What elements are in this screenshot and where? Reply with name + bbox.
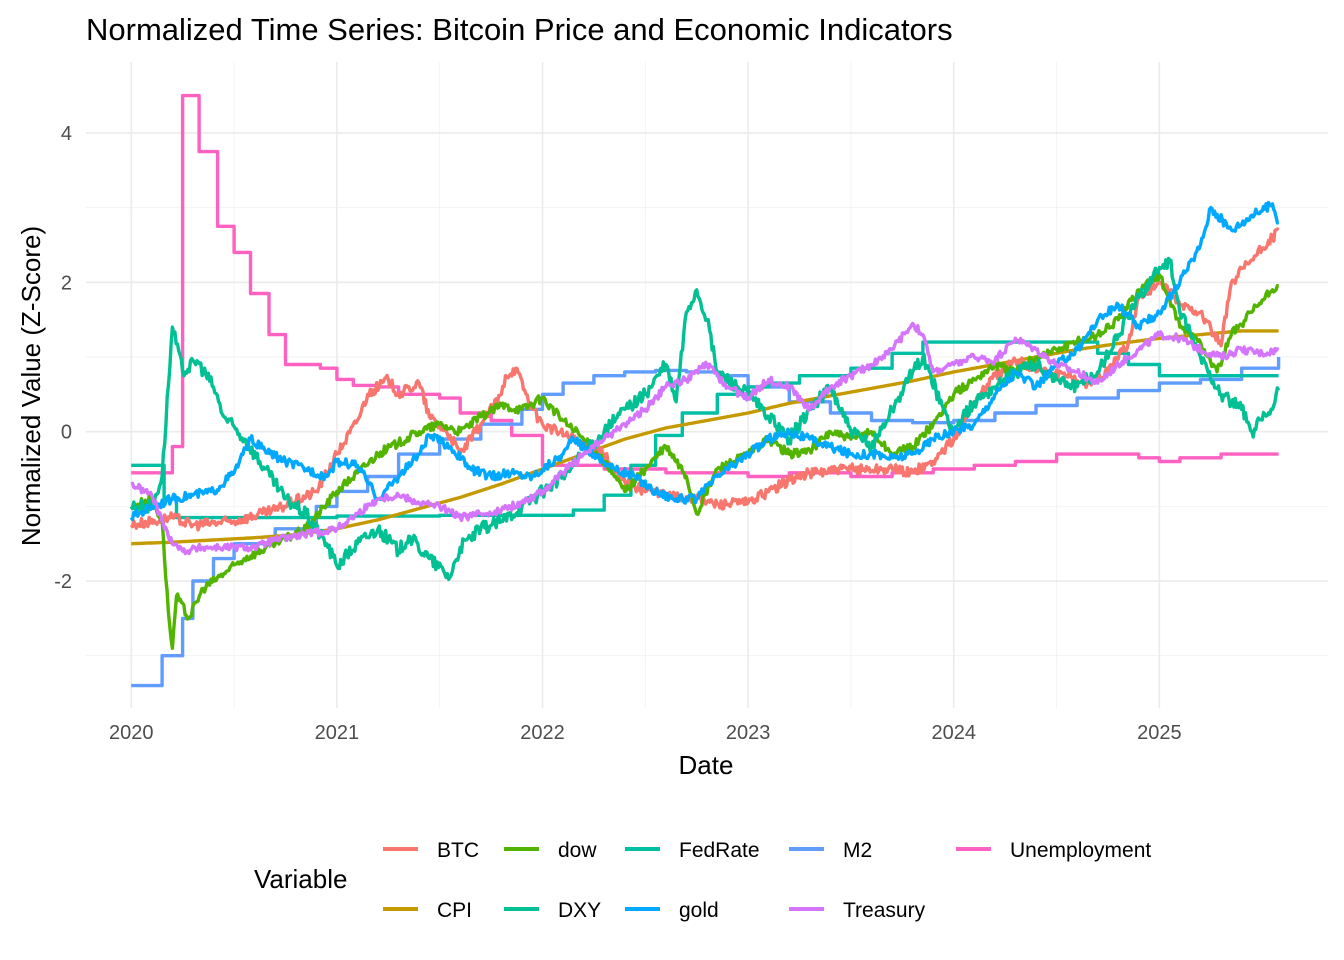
x-axis-title: Date bbox=[679, 750, 734, 780]
legend-label-dow: dow bbox=[558, 839, 597, 862]
legend: Variable BTC CPI dow DXY FedRate gold M2 Treasu… bbox=[254, 839, 1151, 922]
x-tick-label: 2023 bbox=[726, 722, 771, 744]
x-tick-label: 2024 bbox=[932, 722, 977, 744]
y-tick-label: 4 bbox=[61, 123, 72, 145]
x-tick-label: 2021 bbox=[315, 722, 360, 744]
legend-label-gold: gold bbox=[679, 899, 719, 922]
x-tick-label: 2022 bbox=[520, 722, 565, 744]
chart-title: Normalized Time Series: Bitcoin Price an… bbox=[86, 12, 953, 47]
y-tick-label: -2 bbox=[54, 571, 72, 593]
x-tick-label: 2025 bbox=[1137, 722, 1182, 744]
series-line-unemployment bbox=[131, 93, 1279, 479]
legend-label-treasury: Treasury bbox=[843, 899, 926, 922]
legend-label-fedrate: FedRate bbox=[679, 839, 760, 862]
series-line-gold bbox=[129, 200, 1280, 522]
series-lines bbox=[129, 93, 1281, 688]
x-tick-labels: 2020 2021 2022 2023 2024 2025 bbox=[109, 722, 1182, 744]
y-tick-label: 0 bbox=[61, 422, 72, 444]
legend-label-btc: BTC bbox=[437, 839, 479, 862]
x-tick-label: 2020 bbox=[109, 722, 154, 744]
series-line-dow bbox=[130, 273, 1280, 650]
y-tick-label: 2 bbox=[61, 272, 72, 294]
y-tick-labels: -2 0 2 4 bbox=[54, 123, 72, 593]
grid bbox=[86, 62, 1328, 708]
series-line-treasury bbox=[130, 321, 1280, 556]
legend-label-cpi: CPI bbox=[437, 899, 472, 922]
legend-label-m2: M2 bbox=[843, 839, 872, 862]
legend-label-unemployment: Unemployment bbox=[1010, 839, 1151, 862]
legend-label-dxy: DXY bbox=[558, 899, 601, 922]
y-axis-title: Normalized Value (Z-Score) bbox=[16, 226, 46, 546]
legend-title: Variable bbox=[254, 864, 347, 894]
series-line-m2 bbox=[131, 357, 1281, 688]
